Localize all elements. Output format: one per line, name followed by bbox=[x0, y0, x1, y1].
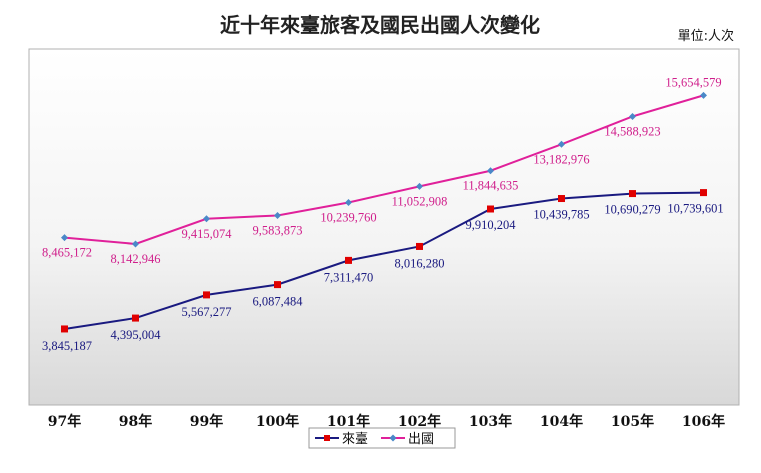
data-point bbox=[416, 182, 423, 190]
data-point bbox=[345, 198, 352, 206]
plot-area bbox=[28, 48, 740, 406]
data-label: 10,739,601 bbox=[667, 202, 723, 216]
data-point bbox=[345, 256, 352, 264]
data-label: 11,844,635 bbox=[463, 179, 519, 193]
data-label: 8,142,946 bbox=[111, 252, 161, 266]
x-tick-label: 100年 bbox=[256, 413, 299, 430]
data-point bbox=[487, 167, 494, 175]
data-point bbox=[629, 112, 636, 120]
data-label: 9,583,873 bbox=[253, 223, 303, 237]
data-label: 9,415,074 bbox=[182, 227, 233, 241]
data-point bbox=[700, 91, 707, 99]
data-point bbox=[487, 205, 494, 213]
x-tick-label: 103年 bbox=[469, 413, 512, 430]
data-label: 3,845,187 bbox=[42, 339, 92, 353]
x-tick-label: 99年 bbox=[190, 413, 223, 430]
data-point bbox=[132, 240, 139, 248]
data-point bbox=[274, 211, 281, 219]
data-label: 8,016,280 bbox=[395, 256, 445, 270]
data-label: 6,087,484 bbox=[253, 295, 304, 309]
data-label: 15,654,579 bbox=[665, 75, 721, 89]
data-point bbox=[203, 291, 210, 299]
x-tick-label: 105年 bbox=[611, 413, 654, 430]
data-label: 9,910,204 bbox=[466, 218, 517, 232]
x-tick-label: 98年 bbox=[119, 413, 152, 430]
data-label: 14,588,923 bbox=[604, 124, 660, 138]
data-point bbox=[274, 281, 281, 289]
data-point bbox=[558, 195, 565, 203]
series-line-0 bbox=[64, 191, 704, 330]
legend: 來臺 出國 bbox=[308, 427, 456, 449]
legend-label-outbound: 出國 bbox=[408, 432, 434, 447]
data-point bbox=[61, 234, 68, 242]
data-point bbox=[416, 242, 423, 250]
x-tick-label: 102年 bbox=[398, 413, 441, 430]
data-label: 10,239,760 bbox=[320, 210, 376, 224]
x-tick-label: 101年 bbox=[327, 413, 370, 430]
data-label: 8,465,172 bbox=[42, 246, 92, 260]
data-label: 11,052,908 bbox=[392, 194, 448, 208]
data-point bbox=[558, 140, 565, 148]
data-label: 10,439,785 bbox=[533, 208, 589, 222]
unit-label: 單位:人次 bbox=[678, 28, 734, 44]
x-tick-label: 97年 bbox=[48, 413, 81, 430]
legend-marker-outbound bbox=[389, 434, 397, 442]
series-line-1 bbox=[64, 94, 704, 245]
data-label: 4,395,004 bbox=[111, 328, 162, 342]
data-point bbox=[132, 314, 139, 322]
chart-title: 近十年來臺旅客及國民出國人次變化 bbox=[220, 13, 540, 37]
data-point bbox=[203, 215, 210, 223]
legend-marker-arrivals bbox=[324, 435, 330, 441]
x-tick-label: 106年 bbox=[682, 413, 725, 430]
data-label: 13,182,976 bbox=[533, 152, 589, 166]
data-label: 7,311,470 bbox=[324, 270, 374, 284]
data-label: 5,567,277 bbox=[182, 305, 232, 319]
data-point bbox=[61, 325, 68, 333]
legend-label-arrivals: 來臺 bbox=[342, 432, 368, 447]
data-point bbox=[700, 189, 707, 197]
x-tick-label: 104年 bbox=[540, 413, 583, 430]
data-point bbox=[629, 190, 636, 198]
data-label: 10,690,279 bbox=[604, 203, 660, 217]
